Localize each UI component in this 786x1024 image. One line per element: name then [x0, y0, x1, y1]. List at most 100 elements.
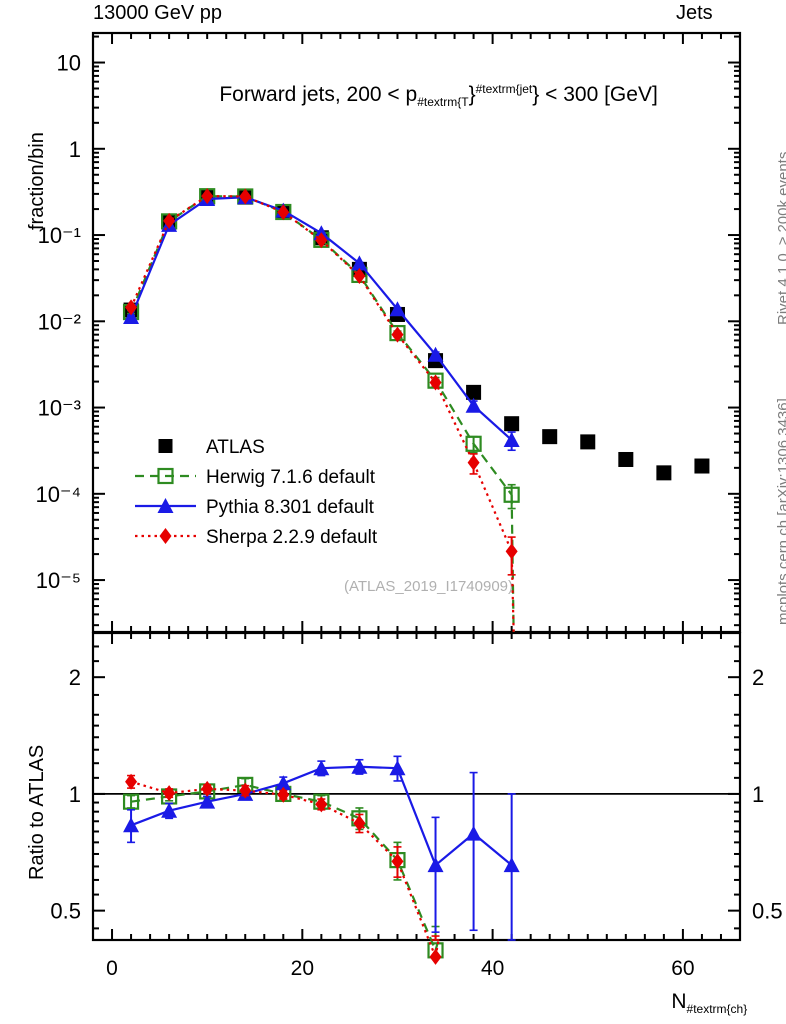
- marker-diamond: [315, 796, 328, 813]
- marker-diamond: [277, 204, 290, 221]
- analysis-watermark: (ATLAS_2019_I1740909): [344, 578, 514, 595]
- ratio-y-tick-label-left-2: 0.5: [50, 899, 81, 924]
- ratio-series-pythia: [123, 755, 520, 941]
- marker-diamond: [239, 188, 252, 205]
- ratio-panel-frame: [91, 631, 742, 942]
- ratio-x-ticks: [92, 633, 741, 940]
- main-y-tick-label-6: 10⁻⁵: [36, 568, 81, 593]
- ratio-y-tick-label-right-0: 2: [752, 665, 764, 690]
- marker-triangle: [503, 432, 520, 448]
- marker-square: [542, 429, 558, 445]
- ratio-y-tick-label-right-2: 0.5: [752, 899, 783, 924]
- marker-triangle: [427, 857, 444, 873]
- marker-triangle: [389, 760, 406, 776]
- ratio-series-sherpa: [125, 773, 442, 965]
- marker-open-square: [465, 435, 482, 452]
- marker-diamond: [429, 948, 442, 965]
- marker-triangle: [427, 346, 444, 362]
- main-y-tick-label-5: 10⁻⁴: [35, 482, 81, 507]
- marker-diamond: [159, 528, 172, 544]
- ratio-y-tick-label-left-1: 1: [69, 782, 81, 807]
- legend-label: ATLAS: [206, 437, 265, 458]
- marker-diamond: [125, 299, 138, 316]
- marker-triangle: [351, 255, 368, 271]
- main-y-tick-label-2: 10⁻¹: [38, 223, 81, 248]
- marker-diamond: [505, 543, 518, 560]
- plot-title-mid: }: [468, 83, 476, 106]
- marker-square: [158, 439, 173, 453]
- series-line: [130, 194, 513, 552]
- marker-triangle: [389, 301, 406, 317]
- main-y-tick-label-0: 10: [57, 51, 81, 76]
- marker-square: [580, 434, 596, 450]
- ratio-tail: [434, 939, 440, 958]
- legend-entry-pythia[interactable]: Pythia 8.301 default: [135, 497, 375, 518]
- ratio-y-tick-label-right-1: 1: [752, 782, 764, 807]
- marker-diamond: [277, 786, 290, 803]
- marker-diamond: [391, 853, 404, 870]
- marker-triangle: [123, 309, 140, 325]
- x-tick-label-2: 40: [481, 957, 504, 980]
- marker-triangle: [351, 758, 368, 774]
- plot-title-post: } < 300 [GeV]: [532, 83, 658, 106]
- plot-title-sub: #textrm{T: [417, 95, 469, 110]
- main-y-tick-label-1: 1: [69, 137, 81, 162]
- x-tick-label-0: 0: [106, 957, 118, 980]
- main-y-tick-label-4: 10⁻³: [38, 396, 81, 421]
- series-sherpa: [125, 188, 518, 633]
- marker-triangle: [465, 825, 482, 841]
- marker-triangle: [161, 802, 178, 818]
- x-axis-label-main: N: [671, 990, 687, 1013]
- legend-label: Herwig 7.1.6 default: [206, 467, 376, 488]
- plot-title-sup: #textrm{jet: [475, 82, 533, 96]
- main-y-tick-label-3: 10⁻²: [38, 309, 81, 334]
- marker-diamond: [201, 188, 214, 205]
- marker-square: [694, 458, 710, 474]
- marker-diamond: [239, 782, 252, 799]
- header-left: 13000 GeV pp: [93, 2, 222, 24]
- legend: ATLAS Herwig 7.1.6 default Pythia 8.301 de…: [135, 437, 378, 548]
- marker-diamond: [163, 212, 176, 229]
- legend-label: Pythia 8.301 default: [206, 497, 375, 518]
- legend-entry-herwig[interactable]: Herwig 7.1.6 default: [135, 467, 376, 488]
- marker-diamond: [429, 374, 442, 391]
- marker-square: [656, 465, 672, 481]
- ratio-series-herwig: [122, 776, 444, 959]
- marker-triangle: [465, 397, 482, 413]
- legend-entry-atlas[interactable]: ATLAS: [158, 437, 265, 458]
- x-axis-label: N#textrm{ch}: [648, 966, 747, 1024]
- marker-diamond: [391, 326, 404, 343]
- marker-open-square: [503, 486, 520, 503]
- marker-open-square: [122, 793, 140, 810]
- ratio-line: [130, 765, 513, 867]
- x-tick-label-3: 60: [671, 957, 694, 980]
- main-y-ticks: [93, 35, 740, 627]
- marker-diamond: [315, 232, 328, 249]
- marker-open-square: [157, 467, 174, 485]
- marker-square: [618, 451, 634, 467]
- series-herwig: [122, 188, 520, 633]
- main-x-ticks: [92, 33, 741, 632]
- marker-triangle: [157, 498, 174, 513]
- marker-diamond: [467, 454, 480, 471]
- x-axis-label-sub: #textrm{ch}: [686, 1002, 748, 1017]
- legend-entry-sherpa[interactable]: Sherpa 2.2.9 default: [135, 527, 378, 548]
- marker-diamond: [163, 785, 176, 802]
- marker-square: [466, 384, 482, 400]
- marker-diamond: [353, 268, 366, 285]
- marker-triangle: [123, 817, 140, 833]
- marker-diamond: [353, 815, 366, 832]
- header-right: Jets: [676, 2, 713, 24]
- marker-triangle: [199, 793, 216, 809]
- ratio-y-tick-label-left-0: 2: [69, 665, 81, 690]
- marker-diamond: [201, 780, 214, 797]
- series-pythia: [123, 189, 520, 452]
- legend-label: Sherpa 2.2.9 default: [206, 527, 378, 548]
- ratio-y-ticks: [93, 645, 740, 930]
- marker-triangle: [503, 857, 520, 873]
- marker-diamond: [125, 773, 138, 790]
- marker-triangle: [313, 760, 330, 776]
- plot-title-prefix: Forward jets, 200 < p: [219, 83, 418, 106]
